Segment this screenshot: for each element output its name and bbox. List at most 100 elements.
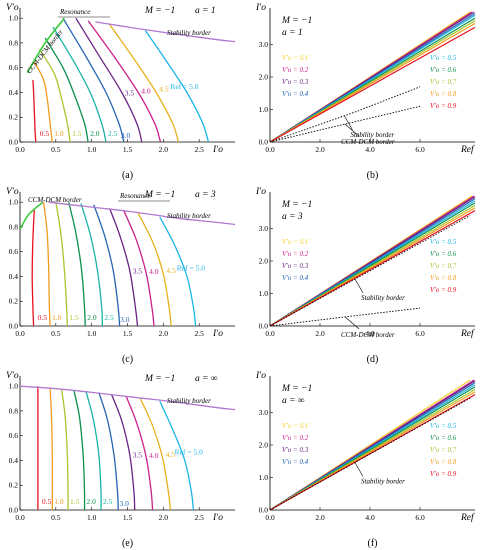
y-tick-label: 0.4 — [9, 272, 19, 281]
stability-border-line — [270, 86, 421, 142]
series-label: 4.0 — [149, 267, 159, 276]
series-label: 2.0 — [90, 129, 100, 138]
param-a: a = 3 — [282, 212, 303, 222]
legend-entry: V'o = 0.7 — [430, 446, 457, 454]
x-tick-label: 0.0 — [15, 145, 25, 154]
plot-area — [20, 201, 236, 326]
legend-entry: V'o = 0.2 — [282, 434, 309, 442]
x-tick-label: 0.0 — [265, 145, 275, 154]
y-tick-label: 1.0 — [259, 289, 269, 298]
y-tick-label: 1.0 — [9, 382, 19, 391]
series-line — [159, 216, 197, 326]
y-tick-label: 1.0 — [259, 473, 269, 482]
panel-b: 0.0 2.0 4.0 6.0 0.0 1.0 2.0 3.0 I'o Ref M = −1 a = … — [255, 3, 476, 181]
x-tick-label: 0.5 — [51, 145, 61, 154]
param-a: a = 3 — [195, 190, 216, 200]
x-tick-label: 2.5 — [194, 329, 204, 338]
series-line — [42, 202, 51, 326]
series-label: 1.5 — [69, 313, 79, 322]
y-axis-title: I'o — [255, 187, 266, 197]
param-m: M = −1 — [144, 374, 175, 384]
stability-border-label: Stability border — [167, 212, 211, 220]
stability-border-label: Stability border — [350, 131, 394, 139]
legend-entry: V'o = 0.7 — [430, 262, 457, 270]
y-tick-label: 0.6 — [9, 431, 19, 440]
series-line — [123, 210, 155, 326]
series-line — [108, 208, 139, 326]
series-label: 0.5 — [38, 313, 48, 322]
legend-entry: V'o = 0.1 — [282, 238, 308, 246]
y-tick-label: 0.2 — [9, 297, 19, 306]
series-line — [159, 400, 195, 510]
y-tick-label: 0.8 — [9, 406, 19, 415]
y-tick-label: 0.0 — [9, 138, 19, 147]
y-axis-title: I'o — [255, 3, 266, 13]
stability-border-line — [270, 215, 471, 326]
series-label: 1.5 — [70, 497, 80, 506]
panel-caption: (f) — [368, 538, 378, 549]
x-tick-label: 2.0 — [315, 329, 325, 338]
x-tick-label: 4.0 — [365, 513, 375, 522]
stability-border-line — [20, 385, 236, 411]
series-line — [75, 17, 143, 142]
x-tick-label: 0.0 — [15, 513, 25, 522]
x-axis-title: I'o — [212, 145, 223, 155]
series-line — [139, 398, 172, 510]
y-axis-title: V'o — [6, 3, 19, 13]
legend-entry: V'o = 0.8 — [430, 458, 457, 466]
series-line — [62, 17, 125, 142]
x-tick-label: 0.0 — [15, 329, 25, 338]
plot-area — [270, 11, 476, 142]
series-line — [73, 389, 86, 510]
series-label: 4.0 — [141, 86, 151, 95]
series-label: 1.0 — [52, 313, 62, 322]
x-tick-label: 2.0 — [315, 145, 325, 154]
series-label: 3.5 — [125, 88, 135, 97]
series-label: 3.5 — [133, 450, 143, 459]
ccm-border-line — [20, 201, 44, 230]
stability-border-line — [95, 21, 236, 43]
stability-pointer — [344, 115, 353, 130]
series-label: 1.0 — [54, 129, 64, 138]
legend-entry: V'o = 0.3 — [282, 262, 309, 270]
plot-area — [26, 17, 236, 142]
legend-entry: V'o = 0.7 — [430, 78, 457, 86]
series-line — [87, 20, 162, 142]
param-m: M = −1 — [281, 16, 312, 26]
y-tick-label: 1.0 — [9, 198, 19, 207]
series-line — [55, 202, 68, 326]
ccm-pointer — [344, 123, 360, 137]
x-axis-title: I'o — [212, 329, 223, 339]
ccm-border-label: CCM-DCM border — [341, 331, 395, 339]
stability-border-line — [48, 201, 236, 226]
ccm-pointer — [344, 316, 360, 330]
panel-caption: (e) — [122, 538, 133, 549]
x-tick-label: 1.5 — [123, 329, 133, 338]
ccm-border-label: CCM-DCM border — [341, 138, 395, 146]
series-label: 4.0 — [149, 451, 159, 460]
x-tick-label: 2.5 — [194, 145, 204, 154]
legend-entry: V'o = 0.6 — [430, 250, 457, 258]
legend-entry: V'o = 0.1 — [282, 54, 308, 62]
x-tick-label: 4.0 — [365, 329, 375, 338]
series-label: Ref = 5.0 — [175, 447, 203, 456]
param-a: a = ∞ — [195, 374, 218, 384]
legend-entry: V'o = 0.5 — [430, 238, 457, 246]
y-tick-label: 0.2 — [9, 113, 19, 122]
series-line — [31, 208, 35, 326]
y-tick-label: 0.0 — [259, 138, 269, 147]
ccm-border-line — [26, 17, 66, 74]
plot-area — [270, 379, 476, 510]
legend-entry: V'o = 0.5 — [430, 54, 457, 62]
series-line — [137, 213, 172, 326]
x-tick-label: 4.0 — [365, 145, 375, 154]
x-tick-label: 1.0 — [87, 329, 97, 338]
param-m: M = −1 — [281, 384, 312, 394]
x-tick-label: 2.0 — [159, 513, 169, 522]
param-a: a = 1 — [195, 6, 216, 16]
stability-border-label: Stability border — [167, 397, 211, 405]
series-label: 4.5 — [166, 450, 176, 459]
plot-area — [270, 195, 476, 326]
legend-entry: V'o = 0.2 — [282, 66, 309, 74]
